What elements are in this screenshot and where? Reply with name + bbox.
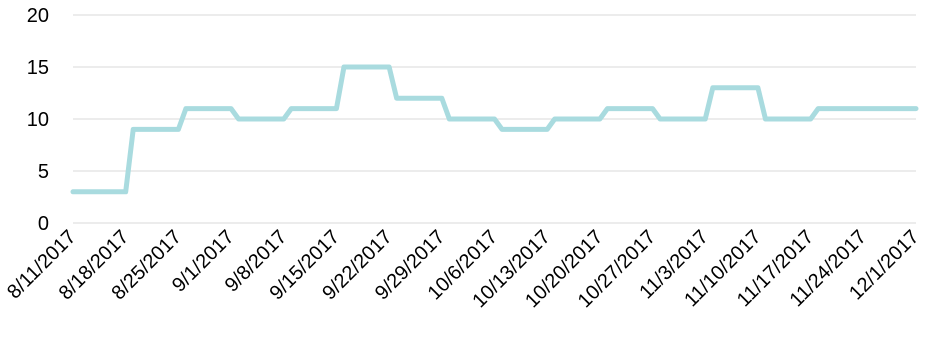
y-tick-label: 10: [27, 109, 49, 131]
y-axis-ticks: 0 5 10 15 20: [27, 5, 49, 235]
x-axis-ticks: 8/11/20178/18/20178/25/20179/1/20179/8/2…: [3, 226, 923, 312]
series-line-0: [70, 64, 919, 195]
series-group: [70, 64, 919, 195]
y-tick-label: 15: [27, 57, 49, 79]
y-tick-label: 5: [38, 161, 49, 183]
y-tick-label: 20: [27, 5, 49, 27]
y-tick-label: 0: [38, 213, 49, 235]
